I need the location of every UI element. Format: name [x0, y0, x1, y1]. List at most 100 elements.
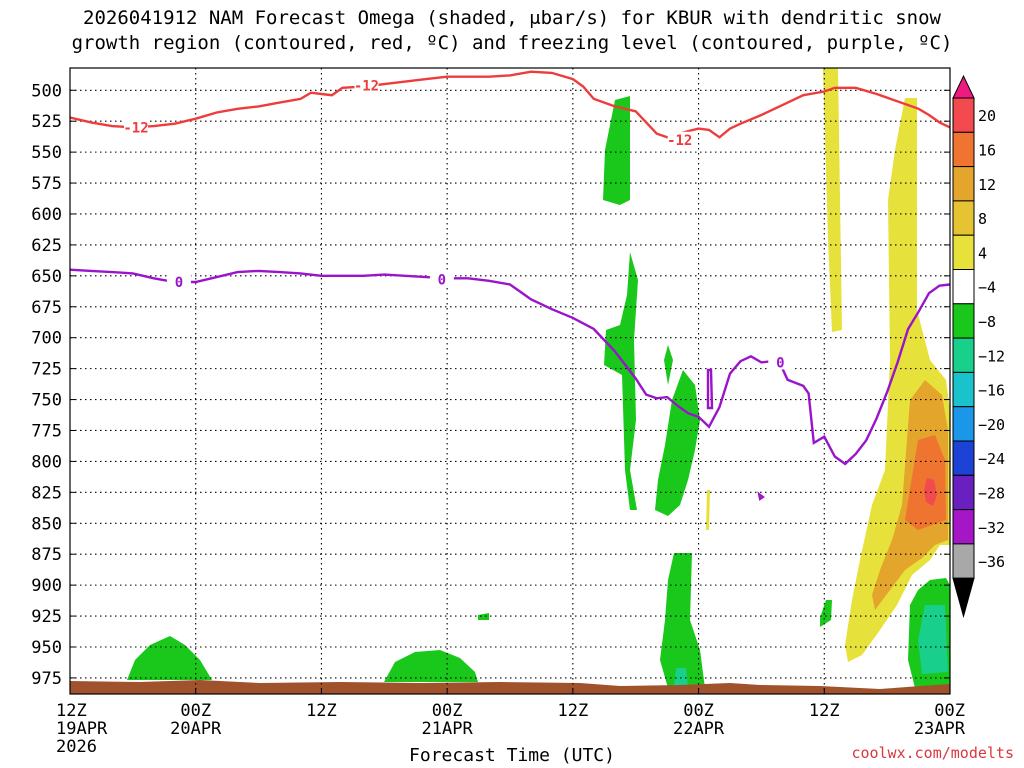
y-tick-label: 550: [31, 143, 62, 163]
colorbar-top-arrow: [952, 74, 975, 99]
pressure-gridlines: [70, 89, 950, 679]
colorbar-swatch: [952, 440, 975, 476]
y-tick-label: 575: [31, 174, 62, 194]
freezing-contour-label-bg: [429, 271, 454, 287]
ascent-area-day4: [918, 605, 948, 674]
ascent-area-day3-low: [660, 553, 705, 688]
y-tick-label: 675: [31, 298, 62, 318]
colorbar-label: −12: [978, 347, 1005, 365]
colorbar-label: 12: [978, 176, 996, 194]
x-tick-label: 00Z: [934, 701, 965, 721]
y-tick-label: 725: [31, 360, 62, 380]
dgz-contour-label-bg: [354, 77, 379, 93]
plot-frame: [69, 67, 951, 695]
colorbar-swatch: [952, 474, 975, 511]
y-tick-label: 900: [31, 576, 62, 596]
x-tick-label: 12Z: [809, 701, 840, 721]
x-tick-date: 21APR: [422, 719, 474, 739]
colorbar: 20 16 12 8 4 −4 −8 −12 −16 −20 −24 −28 −32 −36: [952, 74, 1005, 619]
descent-area-small: [706, 490, 710, 530]
colorbar-swatch: [952, 509, 975, 545]
dgz-contour-label: -12: [354, 78, 379, 94]
x-tick-date: 22APR: [673, 719, 725, 739]
colorbar-label: −32: [978, 519, 1005, 537]
y-tick-label: 800: [31, 452, 62, 472]
ascent-area-sw-1: [127, 636, 212, 680]
y-tick-label: 875: [31, 545, 62, 565]
y-axis: 500 525 550 575 600 625 650 675 700 725 750 775 800 8…: [31, 81, 950, 689]
x-tick-date: 19APR: [56, 719, 108, 739]
colorbar-label: −28: [978, 484, 1005, 502]
terrain: [70, 680, 950, 694]
colorbar-swatch: [952, 371, 975, 408]
y-tick-label: 700: [31, 329, 62, 349]
title-line-1: 2026041912 NAM Forecast Omega (shaded, μ…: [83, 7, 941, 29]
colorbar-bottom-arrow: [952, 577, 975, 619]
x-tick-date: 20APR: [170, 719, 222, 739]
colorbar-label: 4: [978, 244, 987, 262]
x-tick-label: 00Z: [683, 701, 714, 721]
colorbar-swatch: [952, 131, 975, 168]
colorbar-swatch: [952, 543, 975, 579]
freezing-level-contour-fragment: [706, 368, 714, 410]
colorbar-swatch: [952, 166, 975, 202]
freezing-contour-label-bg: [768, 354, 793, 370]
ascent-area-sw-2: [384, 650, 478, 682]
freezing-contour-label: 0: [175, 275, 183, 291]
ascent-area-small: [478, 613, 489, 620]
y-tick-label: 500: [31, 81, 62, 101]
colorbar-swatch: [952, 234, 975, 270]
x-tick-label: 12Z: [56, 701, 87, 721]
x-tick-label: 00Z: [432, 701, 463, 721]
y-tick-label: 975: [31, 669, 62, 689]
freezing-contour-label: 0: [776, 355, 784, 371]
colorbar-swatch: [952, 337, 975, 373]
site-credit: coolwx.com/modelts: [851, 744, 1014, 762]
y-tick-label: 525: [31, 112, 62, 132]
y-tick-label: 650: [31, 267, 62, 287]
descent-area-day4-stronger: [905, 435, 946, 530]
freezing-contour-label-bg: [166, 274, 191, 290]
freezing-level-contour: [70, 268, 950, 466]
title-line-2: growth region (contoured, red, ºC) and f…: [71, 32, 953, 54]
y-tick-label: 775: [31, 421, 62, 441]
colorbar-label: −4: [978, 279, 996, 297]
colorbar-label: −20: [978, 416, 1005, 434]
colorbar-swatch: [952, 269, 975, 305]
ascent-area-day3: [604, 252, 638, 510]
colorbar-label: −36: [978, 553, 1005, 571]
dgz-contour-label-bg: [667, 131, 692, 147]
colorbar-swatch: [952, 303, 975, 339]
y-tick-label: 850: [31, 514, 62, 534]
dgz-contour-label: -12: [667, 133, 692, 149]
plot-area: [70, 68, 950, 694]
y-tick-label: 925: [31, 607, 62, 627]
x-tick-label: 12Z: [557, 701, 588, 721]
colorbar-label: 20: [978, 107, 996, 125]
colorbar-swatch: [952, 97, 975, 133]
ascent-area-day3-low: [674, 668, 688, 686]
colorbar-label: −24: [978, 450, 1005, 468]
freezing-level-contour-fragment: [757, 491, 765, 501]
dendritic-growth-contour: [70, 70, 950, 139]
y-tick-label: 825: [31, 483, 62, 503]
colorbar-label: −8: [978, 313, 996, 331]
descent-area-day4: [823, 68, 842, 332]
ascent-area-day3: [655, 370, 700, 516]
contour-labels: -12 -12 -12 0 0 0: [123, 77, 793, 371]
y-tick-label: 950: [31, 638, 62, 658]
x-tick-date: 23APR: [914, 719, 966, 739]
omega-shading: [70, 68, 950, 694]
colorbar-swatch: [952, 200, 975, 236]
ascent-area-small: [820, 600, 832, 627]
ascent-area-day3: [603, 96, 630, 205]
y-tick-label: 600: [31, 205, 62, 225]
colorbar-label: −16: [978, 382, 1005, 400]
y-tick-label: 625: [31, 236, 62, 256]
x-axis-title: Forecast Time (UTC): [409, 745, 615, 766]
x-tick-year: 2026: [56, 737, 97, 757]
x-tick-label: 00Z: [180, 701, 211, 721]
dgz-contour-label: -12: [123, 120, 148, 136]
